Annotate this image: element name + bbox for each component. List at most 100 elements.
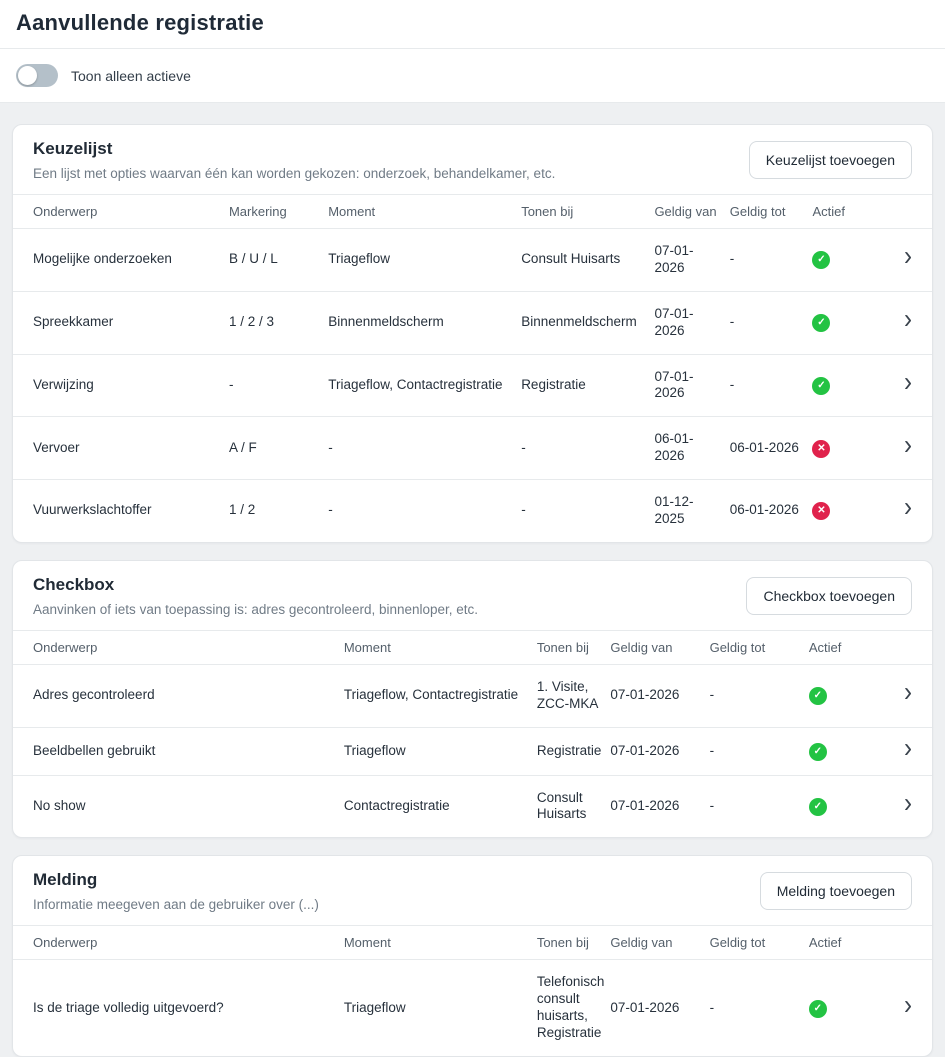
cell-actief: ✓ <box>812 291 886 354</box>
sections: Keuzelijst Een lijst met opties waarvan … <box>0 103 945 1057</box>
cell-tonen_bij: - <box>521 502 526 518</box>
cell-actions: › <box>886 291 932 354</box>
column-header-actief: Actief <box>808 629 880 665</box>
table-row[interactable]: Vervoer A / F - - 06-01-2026 06-01-2026 ✕ › <box>13 416 932 480</box>
chevron-right-icon[interactable]: › <box>904 989 912 1021</box>
cell-actief: ✕ <box>812 417 886 480</box>
cell-onderwerp: No show <box>33 797 86 813</box>
check-circle-icon: ✓ <box>812 376 831 395</box>
cell-onderwerp: Mogelijke onderzoeken <box>33 251 172 267</box>
cell-geldig_van: 07-01-2026 <box>610 742 680 758</box>
check-circle-icon: ✓ <box>808 797 827 816</box>
cell-tonen_bij: Registratie <box>536 742 602 758</box>
chevron-right-icon[interactable]: › <box>904 492 912 524</box>
toggle-label: Toon alleen actieve <box>71 67 191 84</box>
cell-geldig_van: 07-01-2026 <box>610 797 680 813</box>
section-description: Een lijst met opties waarvan één kan wor… <box>33 166 556 181</box>
column-header-tonen_bij: Tonen bij <box>536 925 611 961</box>
check-circle-icon: ✓ <box>808 742 827 761</box>
column-header-onderwerp: Onderwerp <box>13 629 344 665</box>
section-description: Aanvinken of iets van toepassing is: adr… <box>33 601 479 617</box>
cell-moment: Triageflow, Contactregistratie <box>328 376 503 392</box>
section-card: Keuzelijst Een lijst met opties waarvan … <box>12 124 933 543</box>
chevron-right-icon[interactable]: › <box>904 366 912 398</box>
column-header-actions <box>879 629 932 665</box>
column-header-onderwerp: Onderwerp <box>13 194 229 229</box>
cell-geldig_van: 07-01-2026 <box>610 999 680 1015</box>
show-active-toggle[interactable] <box>16 64 58 87</box>
section-card: Melding Informatie meegeven aan de gebru… <box>12 855 933 1057</box>
column-header-actions <box>879 925 932 961</box>
chevron-right-icon[interactable]: › <box>904 429 912 461</box>
cell-geldig_tot: - <box>709 687 715 703</box>
cross-circle-icon: ✕ <box>812 502 831 521</box>
column-header-geldig_van: Geldig van <box>654 194 730 229</box>
cell-markering: 1 / 2 / 3 <box>228 314 274 330</box>
table-row[interactable]: Spreekkamer 1 / 2 / 3 Binnenmeldscherm Binn… <box>13 291 932 354</box>
cell-actions: › <box>886 480 932 542</box>
chevron-right-icon[interactable]: › <box>904 304 912 336</box>
cell-actief: ✕ <box>812 480 886 542</box>
cell-geldig_tot: - <box>729 376 735 392</box>
table-row[interactable]: No show Contactregistratie Consult Huisart… <box>13 775 932 837</box>
chevron-right-icon[interactable]: › <box>904 787 912 819</box>
cell-markering: A / F <box>228 439 257 455</box>
column-header-geldig_tot: Geldig tot <box>709 925 809 961</box>
cell-moment: Triageflow <box>343 742 406 758</box>
cell-geldig_van: 07-01-2026 <box>654 305 694 338</box>
section-description: Informatie meegeven aan de gebruiker ove… <box>33 897 319 913</box>
cell-geldig_tot: - <box>709 999 715 1015</box>
table-header-row: Onderwerp Markering Moment Tonen bij Geldig … <box>13 194 932 229</box>
chevron-right-icon[interactable]: › <box>904 732 912 764</box>
cell-actief: ✓ <box>812 229 886 292</box>
section-add-button[interactable]: Melding toevoegen <box>759 872 912 911</box>
column-header-actions <box>886 194 932 229</box>
cell-geldig_van: 06-01-2026 <box>654 431 694 464</box>
section-title: Checkbox <box>33 574 115 594</box>
cell-tonen_bij: Telefonisch consult huisarts, Registrati… <box>536 974 605 1040</box>
table-header-row: Onderwerp Moment Tonen bij Geldig van Geldig… <box>13 629 932 665</box>
cell-geldig_van: 07-01-2026 <box>654 368 694 401</box>
cell-geldig_van: 07-01-2026 <box>654 243 694 275</box>
cell-markering: - <box>228 376 234 392</box>
cell-tonen_bij: Consult Huisarts <box>536 789 587 822</box>
column-header-tonen_bij: Tonen bij <box>536 629 611 665</box>
cell-onderwerp: Adres gecontroleerd <box>33 687 155 703</box>
table-row[interactable]: Is de triage volledig uitgevoerd? Triagef… <box>13 960 932 1056</box>
column-header-geldig_tot: Geldig tot <box>709 629 809 665</box>
cell-actief: ✓ <box>808 960 880 1056</box>
section-table: Onderwerp Moment Tonen bij Geldig van Geldig… <box>13 629 932 838</box>
section-title: Keuzelijst <box>33 139 113 158</box>
cell-geldig_tot: 06-01-2026 <box>729 502 799 518</box>
cell-actions: › <box>880 664 932 727</box>
cell-actions: › <box>886 417 932 480</box>
chevron-right-icon[interactable]: › <box>904 677 912 709</box>
cell-tonen_bij: 1. Visite, ZCC-MKA <box>536 678 599 711</box>
section-add-button[interactable]: Keuzelijst toevoegen <box>748 141 912 179</box>
column-header-actief: Actief <box>812 194 886 229</box>
table-row[interactable]: Vuurwerkslachtoffer 1 / 2 - - 01-12-2025 06-0… <box>13 479 932 542</box>
table-row[interactable]: Beeldbellen gebruikt Triageflow Registrati… <box>13 727 932 775</box>
section-title: Melding <box>33 870 98 890</box>
page-title: Aanvullende registratie <box>16 10 264 35</box>
column-header-moment: Moment <box>343 629 537 665</box>
table-row[interactable]: Verwijzing - Triageflow, Contactregistrati… <box>13 354 932 417</box>
check-circle-icon: ✓ <box>812 251 831 270</box>
chevron-right-icon[interactable]: › <box>904 241 912 273</box>
cell-moment: Binnenmeldscherm <box>328 314 444 330</box>
cell-actief: ✓ <box>812 354 886 417</box>
page-header: Aanvullende registratie Toon alleen acti… <box>0 0 945 103</box>
section-add-button[interactable]: Checkbox toevoegen <box>746 576 912 615</box>
table-row[interactable]: Mogelijke onderzoeken B / U / L Triageflow… <box>13 229 932 292</box>
cell-onderwerp: Spreekkamer <box>33 314 114 330</box>
cell-onderwerp: Verwijzing <box>33 376 94 392</box>
cell-actions: › <box>886 354 932 417</box>
column-header-geldig_tot: Geldig tot <box>729 194 813 229</box>
cell-actions: › <box>880 775 932 837</box>
cell-actief: ✓ <box>808 664 880 727</box>
cell-geldig_tot: - <box>729 314 735 330</box>
cell-moment: - <box>328 439 333 455</box>
toggle-knob <box>18 66 37 85</box>
cell-actief: ✓ <box>808 727 880 775</box>
table-row[interactable]: Adres gecontroleerd Triageflow, Contactre… <box>13 664 932 727</box>
